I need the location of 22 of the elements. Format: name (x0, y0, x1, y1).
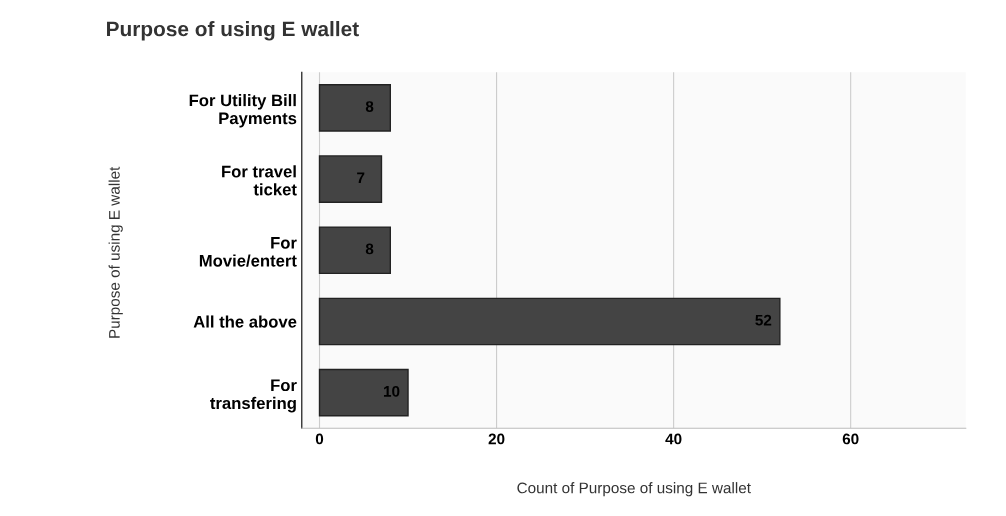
bar (318, 368, 409, 417)
bar (318, 84, 392, 132)
y-tick-label: For Movie/entert (199, 237, 297, 267)
x-tick-label: 0 (315, 433, 324, 445)
bar (318, 226, 392, 275)
y-axis-title: Purpose of using E wallet (108, 166, 123, 338)
y-tick-label: For Utility Bill Payments (189, 94, 297, 128)
data-label: 8 (365, 243, 374, 255)
y-tick-label: All the above (193, 315, 297, 328)
bar (318, 297, 781, 346)
data-label: 52 (755, 314, 772, 326)
y-tick-label: For travel ticket (222, 165, 297, 196)
y-tick-label: For transfering (210, 379, 297, 413)
x-tick-label: 40 (665, 433, 682, 445)
data-label: 10 (384, 385, 400, 397)
x-tick-label: 60 (842, 433, 859, 445)
x-tick-label: 20 (488, 433, 505, 445)
bar (318, 155, 383, 203)
data-label: 8 (365, 101, 374, 112)
chart-title: Purpose of using E wallet (107, 21, 359, 41)
data-label: 7 (357, 172, 365, 183)
x-axis-title: Count of Purpose of using E wallet (517, 482, 751, 497)
